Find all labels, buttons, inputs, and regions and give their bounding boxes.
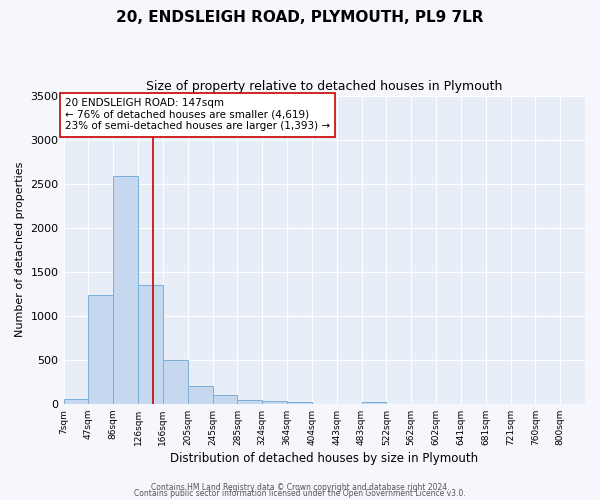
Bar: [287, 402, 312, 404]
Text: Contains HM Land Registry data © Crown copyright and database right 2024.: Contains HM Land Registry data © Crown c…: [151, 484, 449, 492]
Bar: [138, 285, 163, 404]
Bar: [188, 386, 212, 404]
Bar: [163, 360, 188, 404]
Bar: [238, 400, 262, 404]
Title: Size of property relative to detached houses in Plymouth: Size of property relative to detached ho…: [146, 80, 502, 93]
Text: 20 ENDSLEIGH ROAD: 147sqm
← 76% of detached houses are smaller (4,619)
23% of se: 20 ENDSLEIGH ROAD: 147sqm ← 76% of detac…: [65, 98, 330, 132]
Bar: [362, 402, 386, 404]
Bar: [262, 401, 287, 404]
Bar: [64, 400, 88, 404]
X-axis label: Distribution of detached houses by size in Plymouth: Distribution of detached houses by size …: [170, 452, 478, 465]
Y-axis label: Number of detached properties: Number of detached properties: [15, 162, 25, 338]
Text: 20, ENDSLEIGH ROAD, PLYMOUTH, PL9 7LR: 20, ENDSLEIGH ROAD, PLYMOUTH, PL9 7LR: [116, 10, 484, 25]
Bar: [113, 176, 138, 404]
Text: Contains public sector information licensed under the Open Government Licence v3: Contains public sector information licen…: [134, 490, 466, 498]
Bar: [88, 294, 113, 404]
Bar: [212, 395, 238, 404]
